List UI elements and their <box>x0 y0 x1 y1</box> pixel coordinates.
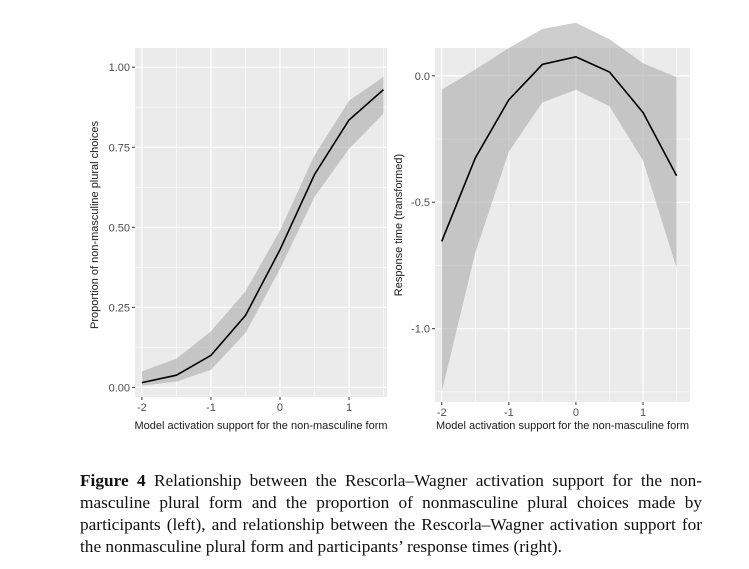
right-x-tick-label: 1 <box>640 407 646 419</box>
left-x-tick-label: 0 <box>277 402 283 414</box>
right-fitted-line <box>440 56 678 242</box>
right-y-tick-label: -0.5 <box>411 197 430 209</box>
figure-caption: Figure 4 Relationship between the Rescor… <box>80 470 702 558</box>
left-panel-proportion-chart: -2 -1 0 1 0.00 0.25 0.50 0.75 1.00 Model activati… <box>89 48 388 432</box>
left-y-axis-title: Proportion of non-masculine plural choic… <box>89 121 101 329</box>
right-y-tick-label: 0.0 <box>415 71 430 83</box>
left-fitted-line <box>141 88 385 384</box>
left-x-tick-label: -2 <box>137 402 147 414</box>
right-y-axis-title: Response time (transformed) <box>393 154 405 296</box>
left-y-tick-label: 0.25 <box>109 302 130 314</box>
left-confidence-band <box>141 76 384 386</box>
left-x-tick-label: -1 <box>206 402 216 414</box>
left-y-tick-label: 0.00 <box>109 382 130 394</box>
right-panel-response-time-chart: -2 -1 0 1 -1.0 -0.5 0.0 Model activation suppor… <box>393 22 690 432</box>
left-x-axis-title: Model activation support for the non-mas… <box>134 420 387 432</box>
right-x-tick-label: -1 <box>504 407 514 419</box>
figure-caption-label: Figure 4 <box>80 471 146 491</box>
right-y-tick-label: -1.0 <box>411 324 430 336</box>
right-x-axis-title: Model activation support for the non-mas… <box>436 420 689 432</box>
left-y-tick-label: 1.00 <box>109 62 130 74</box>
right-x-tick-label: -2 <box>437 407 447 419</box>
right-x-tick-label: 0 <box>573 407 579 419</box>
figure-caption-text: Relationship between the Rescorla–Wagner… <box>80 471 702 557</box>
left-y-tick-label: 0.50 <box>109 222 130 234</box>
left-x-tick-label: 1 <box>346 402 352 414</box>
left-y-tick-label: 0.75 <box>109 142 130 154</box>
left-plot-background <box>135 48 387 397</box>
